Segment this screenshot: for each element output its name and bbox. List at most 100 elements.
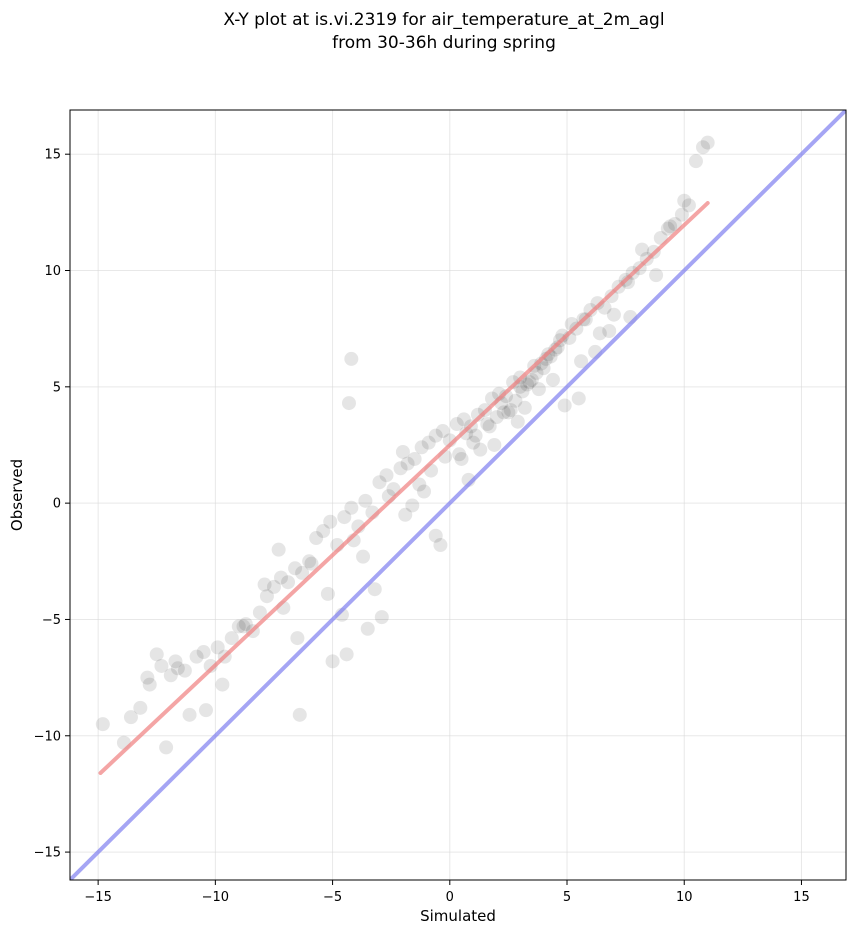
y-tick-label: −10 xyxy=(34,729,61,744)
data-point xyxy=(271,542,286,557)
x-tick-label: 15 xyxy=(793,890,810,905)
x-axis-ticks: −15 −10 −5 0 5 10 15 xyxy=(84,880,810,905)
data-point xyxy=(337,510,352,525)
data-point xyxy=(510,414,525,429)
data-point xyxy=(663,219,678,234)
data-point xyxy=(536,361,551,376)
x-tick-label: −5 xyxy=(323,890,342,905)
data-point xyxy=(459,426,474,441)
data-point xyxy=(681,198,696,213)
data-point xyxy=(325,654,340,669)
data-point xyxy=(592,326,607,341)
data-point xyxy=(395,444,410,459)
data-point xyxy=(236,619,251,634)
data-point xyxy=(508,393,523,408)
data-point xyxy=(688,154,703,169)
data-point xyxy=(695,140,710,155)
data-point xyxy=(393,461,408,476)
x-tick-label: −10 xyxy=(202,890,229,905)
data-point xyxy=(304,556,319,571)
y-axis-label: Observed xyxy=(8,459,26,531)
data-point xyxy=(407,451,422,466)
data-point xyxy=(215,677,230,692)
plot-area xyxy=(70,110,846,880)
x-tick-label: 5 xyxy=(563,890,571,905)
data-point xyxy=(520,377,535,392)
data-point xyxy=(550,340,565,355)
data-point xyxy=(123,710,138,725)
data-point xyxy=(522,375,537,390)
data-point xyxy=(480,417,495,432)
data-point xyxy=(257,577,272,592)
data-point xyxy=(266,579,281,594)
data-point xyxy=(470,407,485,422)
x-tick-label: −15 xyxy=(84,890,111,905)
chart-title: X-Y plot at is.vi.2319 for air_temperatu… xyxy=(223,10,664,30)
data-point xyxy=(555,328,570,343)
y-tick-label: −15 xyxy=(34,846,61,861)
data-point xyxy=(170,661,185,676)
data-point xyxy=(302,554,317,569)
data-point xyxy=(341,396,356,411)
data-point xyxy=(163,668,178,683)
data-point xyxy=(238,617,253,632)
data-point xyxy=(344,500,359,515)
data-point xyxy=(590,296,605,311)
y-tick-label: 0 xyxy=(53,497,61,512)
data-point xyxy=(414,440,429,455)
data-point xyxy=(398,507,413,522)
data-point xyxy=(454,451,469,466)
data-point xyxy=(281,575,296,590)
data-point xyxy=(309,531,324,546)
data-point xyxy=(360,621,375,636)
data-point xyxy=(501,405,516,420)
data-point xyxy=(515,384,530,399)
y-axis-ticks: −15 −10 −5 0 5 10 15 xyxy=(34,148,70,861)
data-point xyxy=(660,221,675,236)
data-point xyxy=(198,703,213,718)
x-tick-label: 10 xyxy=(676,890,693,905)
data-point xyxy=(273,570,288,585)
data-point xyxy=(292,707,307,722)
data-point xyxy=(412,477,427,492)
data-point xyxy=(189,649,204,664)
data-point xyxy=(435,424,450,439)
data-point xyxy=(168,654,183,669)
data-point xyxy=(602,323,617,338)
data-point xyxy=(583,303,598,318)
data-point xyxy=(506,375,521,390)
data-point xyxy=(252,605,267,620)
y-tick-label: −5 xyxy=(42,613,61,628)
data-point xyxy=(400,456,415,471)
data-point xyxy=(95,717,110,732)
x-axis-label: Simulated xyxy=(420,907,496,925)
grid-lines xyxy=(70,110,846,880)
data-point xyxy=(700,135,715,150)
data-point xyxy=(356,549,371,564)
plot-frame xyxy=(69,109,847,881)
data-point xyxy=(140,670,155,685)
data-point xyxy=(374,610,389,625)
data-point xyxy=(367,582,382,597)
data-point xyxy=(320,586,335,601)
data-point xyxy=(316,524,331,539)
data-point xyxy=(405,498,420,513)
data-point xyxy=(548,342,563,357)
data-point xyxy=(538,351,553,366)
data-point xyxy=(421,435,436,450)
data-point xyxy=(177,663,192,678)
data-point xyxy=(473,442,488,457)
data-point xyxy=(487,437,502,452)
data-point xyxy=(517,400,532,415)
data-point xyxy=(210,640,225,655)
data-point xyxy=(182,707,197,722)
data-point xyxy=(290,631,305,646)
data-point xyxy=(379,468,394,483)
data-point xyxy=(428,428,443,443)
data-point xyxy=(531,382,546,397)
data-point xyxy=(224,631,239,646)
data-point xyxy=(142,677,157,692)
data-point xyxy=(545,372,560,387)
data-point xyxy=(196,645,211,660)
